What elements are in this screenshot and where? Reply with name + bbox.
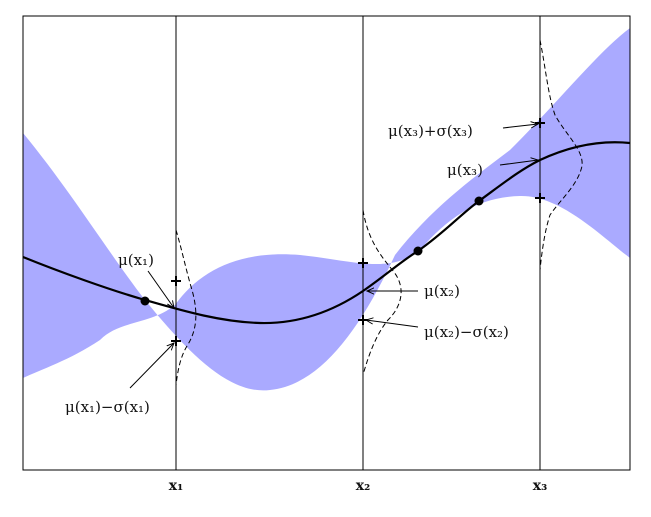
tick-label-x2: x₂	[356, 478, 370, 494]
label-mu-x1: μ(x₁)	[118, 251, 154, 269]
confidence-band	[23, 28, 630, 391]
observation-point-3	[474, 196, 484, 206]
gaussian-profile-x3	[539, 39, 583, 271]
gaussian-profile-x1	[175, 229, 197, 386]
marker-x2-upper	[358, 258, 368, 268]
tick-label-x3: x₃	[533, 478, 547, 494]
arrow-mu-x1	[147, 270, 174, 308]
label-mu-x2: μ(x₂)	[424, 282, 460, 300]
arrow-mu-minus-sigma-x2	[366, 320, 419, 328]
label-mu-minus-sigma-x2: μ(x₂)−σ(x₂)	[424, 323, 509, 341]
marker-x3-lower	[535, 193, 545, 203]
arrow-mu-plus-sigma-x3	[502, 124, 538, 129]
plot-frame	[22, 15, 631, 471]
arrow-mu-x3	[499, 160, 538, 166]
tick-label-x1: x₁	[169, 478, 183, 494]
arrow-mu-minus-sigma-x1	[129, 343, 174, 389]
marker-x1-upper	[171, 276, 181, 286]
label-mu-plus-sigma-x3: μ(x₃)+σ(x₃)	[388, 122, 473, 140]
label-mu-minus-sigma-x1: μ(x₁)−σ(x₁)	[65, 398, 150, 416]
gaussian-profile-x2	[362, 209, 402, 376]
observation-point-2	[413, 246, 423, 256]
marker-x1-lower	[171, 336, 181, 346]
observation-point-1	[140, 296, 150, 306]
label-mu-x3: μ(x₃)	[447, 161, 483, 179]
